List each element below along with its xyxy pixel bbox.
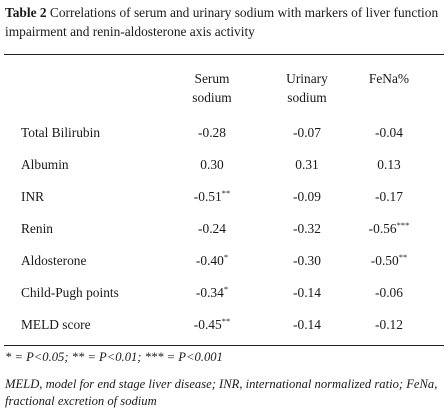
fena-cell: 0.13: [377, 157, 400, 173]
urinary-sodium-cell-value: -0.14: [293, 317, 321, 332]
urinary-sodium-cell: -0.30: [293, 253, 321, 269]
row-label-value: INR: [21, 189, 45, 204]
fena-cell: -0.17: [375, 189, 403, 205]
row-label: Renin: [21, 221, 53, 237]
serum-sodium-cell-value: -0.34: [195, 285, 224, 300]
row-label: Albumin: [21, 157, 69, 173]
significance-footnote: * = P<0.05; ** = P<0.01; *** = P<0.001: [5, 350, 223, 364]
table-label: Table 2: [5, 5, 47, 20]
row-label-value: Renin: [21, 221, 53, 236]
table-title: Correlations of serum and urinary sodium…: [5, 5, 439, 39]
fena-cell-value: -0.12: [375, 317, 403, 332]
column-header-serum-sodium: Serum sodium: [182, 69, 242, 107]
serum-sodium-cell-value: -0.40: [195, 253, 224, 268]
significance-marker: *: [223, 252, 229, 262]
serum-sodium-cell: -0.51**: [194, 189, 230, 205]
serum-sodium-cell-value: -0.51: [193, 189, 222, 204]
column-header-serum-line2: sodium: [192, 90, 232, 105]
row-label: Total Bilirubin: [21, 125, 100, 141]
row-label-value: Total Bilirubin: [21, 125, 101, 140]
urinary-sodium-cell: -0.14: [293, 285, 321, 301]
column-header-fena-label: FeNa%: [368, 71, 410, 86]
table-row: Child-Pugh points -0.34* -0.14 -0.06: [0, 285, 448, 305]
row-label: INR: [21, 189, 44, 205]
serum-sodium-cell: -0.45**: [194, 317, 230, 333]
row-label-value: Child-Pugh points: [21, 285, 119, 300]
table-row: Total Bilirubin -0.28 -0.07 -0.04: [0, 125, 448, 145]
column-header-urinary-sodium: Urinary sodium: [272, 69, 342, 107]
urinary-sodium-cell: 0.31: [295, 157, 318, 173]
urinary-sodium-cell-value: -0.09: [293, 189, 321, 204]
fena-cell: -0.12: [375, 317, 403, 333]
fena-cell: -0.50**: [371, 253, 407, 269]
fena-cell: -0.56***: [369, 221, 410, 237]
fena-cell-value: -0.06: [375, 285, 403, 300]
serum-sodium-cell-value: -0.28: [198, 125, 226, 140]
column-header-fena: FeNa%: [359, 69, 419, 88]
column-header-urinary-line2: sodium: [287, 90, 327, 105]
fena-cell-value: -0.17: [375, 189, 403, 204]
serum-sodium-cell-value: 0.30: [200, 157, 224, 172]
column-header-serum-line1: Serum: [194, 71, 230, 86]
serum-sodium-cell: -0.28: [198, 125, 226, 141]
significance-marker: **: [398, 252, 408, 262]
urinary-sodium-cell-value: -0.32: [293, 221, 321, 236]
serum-sodium-cell: 0.30: [200, 157, 223, 173]
table-row: Albumin 0.30 0.31 0.13: [0, 157, 448, 177]
row-label-value: MELD score: [21, 317, 91, 332]
table-row: MELD score -0.45** -0.14 -0.12: [0, 317, 448, 337]
significance-marker: **: [221, 316, 231, 326]
abbreviations-footnote: MELD, model for end stage liver disease;…: [5, 377, 438, 408]
row-label: Child-Pugh points: [21, 285, 119, 301]
column-header-urinary-line1: Urinary: [286, 71, 328, 86]
fena-cell-value: 0.13: [377, 157, 401, 172]
fena-cell: -0.06: [375, 285, 403, 301]
row-label-value: Albumin: [21, 157, 69, 172]
urinary-sodium-cell-value: -0.14: [293, 285, 321, 300]
table-caption: Table 2 Correlations of serum and urinar…: [5, 3, 443, 41]
table-bottom-rule: [4, 345, 444, 347]
significance-marker: ***: [396, 220, 410, 230]
fena-cell: -0.04: [375, 125, 403, 141]
urinary-sodium-cell-value: -0.07: [293, 125, 321, 140]
row-label: Aldosterone: [21, 253, 86, 269]
serum-sodium-cell-value: -0.24: [198, 221, 226, 236]
urinary-sodium-cell-value: 0.31: [295, 157, 319, 172]
table-row: INR -0.51** -0.09 -0.17: [0, 189, 448, 209]
serum-sodium-cell: -0.24: [198, 221, 226, 237]
urinary-sodium-cell-value: -0.30: [293, 253, 321, 268]
significance-marker: *: [223, 284, 229, 294]
urinary-sodium-cell: -0.07: [293, 125, 321, 141]
significance-marker: **: [221, 188, 231, 198]
urinary-sodium-cell: -0.09: [293, 189, 321, 205]
row-label-value: Aldosterone: [21, 253, 87, 268]
fena-cell-value: -0.56: [368, 221, 397, 236]
row-label: MELD score: [21, 317, 91, 333]
serum-sodium-cell-value: -0.45: [193, 317, 222, 332]
table-row: Aldosterone -0.40* -0.30 -0.50**: [0, 253, 448, 273]
urinary-sodium-cell: -0.14: [293, 317, 321, 333]
fena-cell-value: -0.50: [370, 253, 399, 268]
table-top-rule: [4, 54, 444, 56]
fena-cell-value: -0.04: [375, 125, 403, 140]
serum-sodium-cell: -0.40*: [196, 253, 228, 269]
urinary-sodium-cell: -0.32: [293, 221, 321, 237]
table-row: Renin -0.24 -0.32 -0.56***: [0, 221, 448, 241]
serum-sodium-cell: -0.34*: [196, 285, 228, 301]
